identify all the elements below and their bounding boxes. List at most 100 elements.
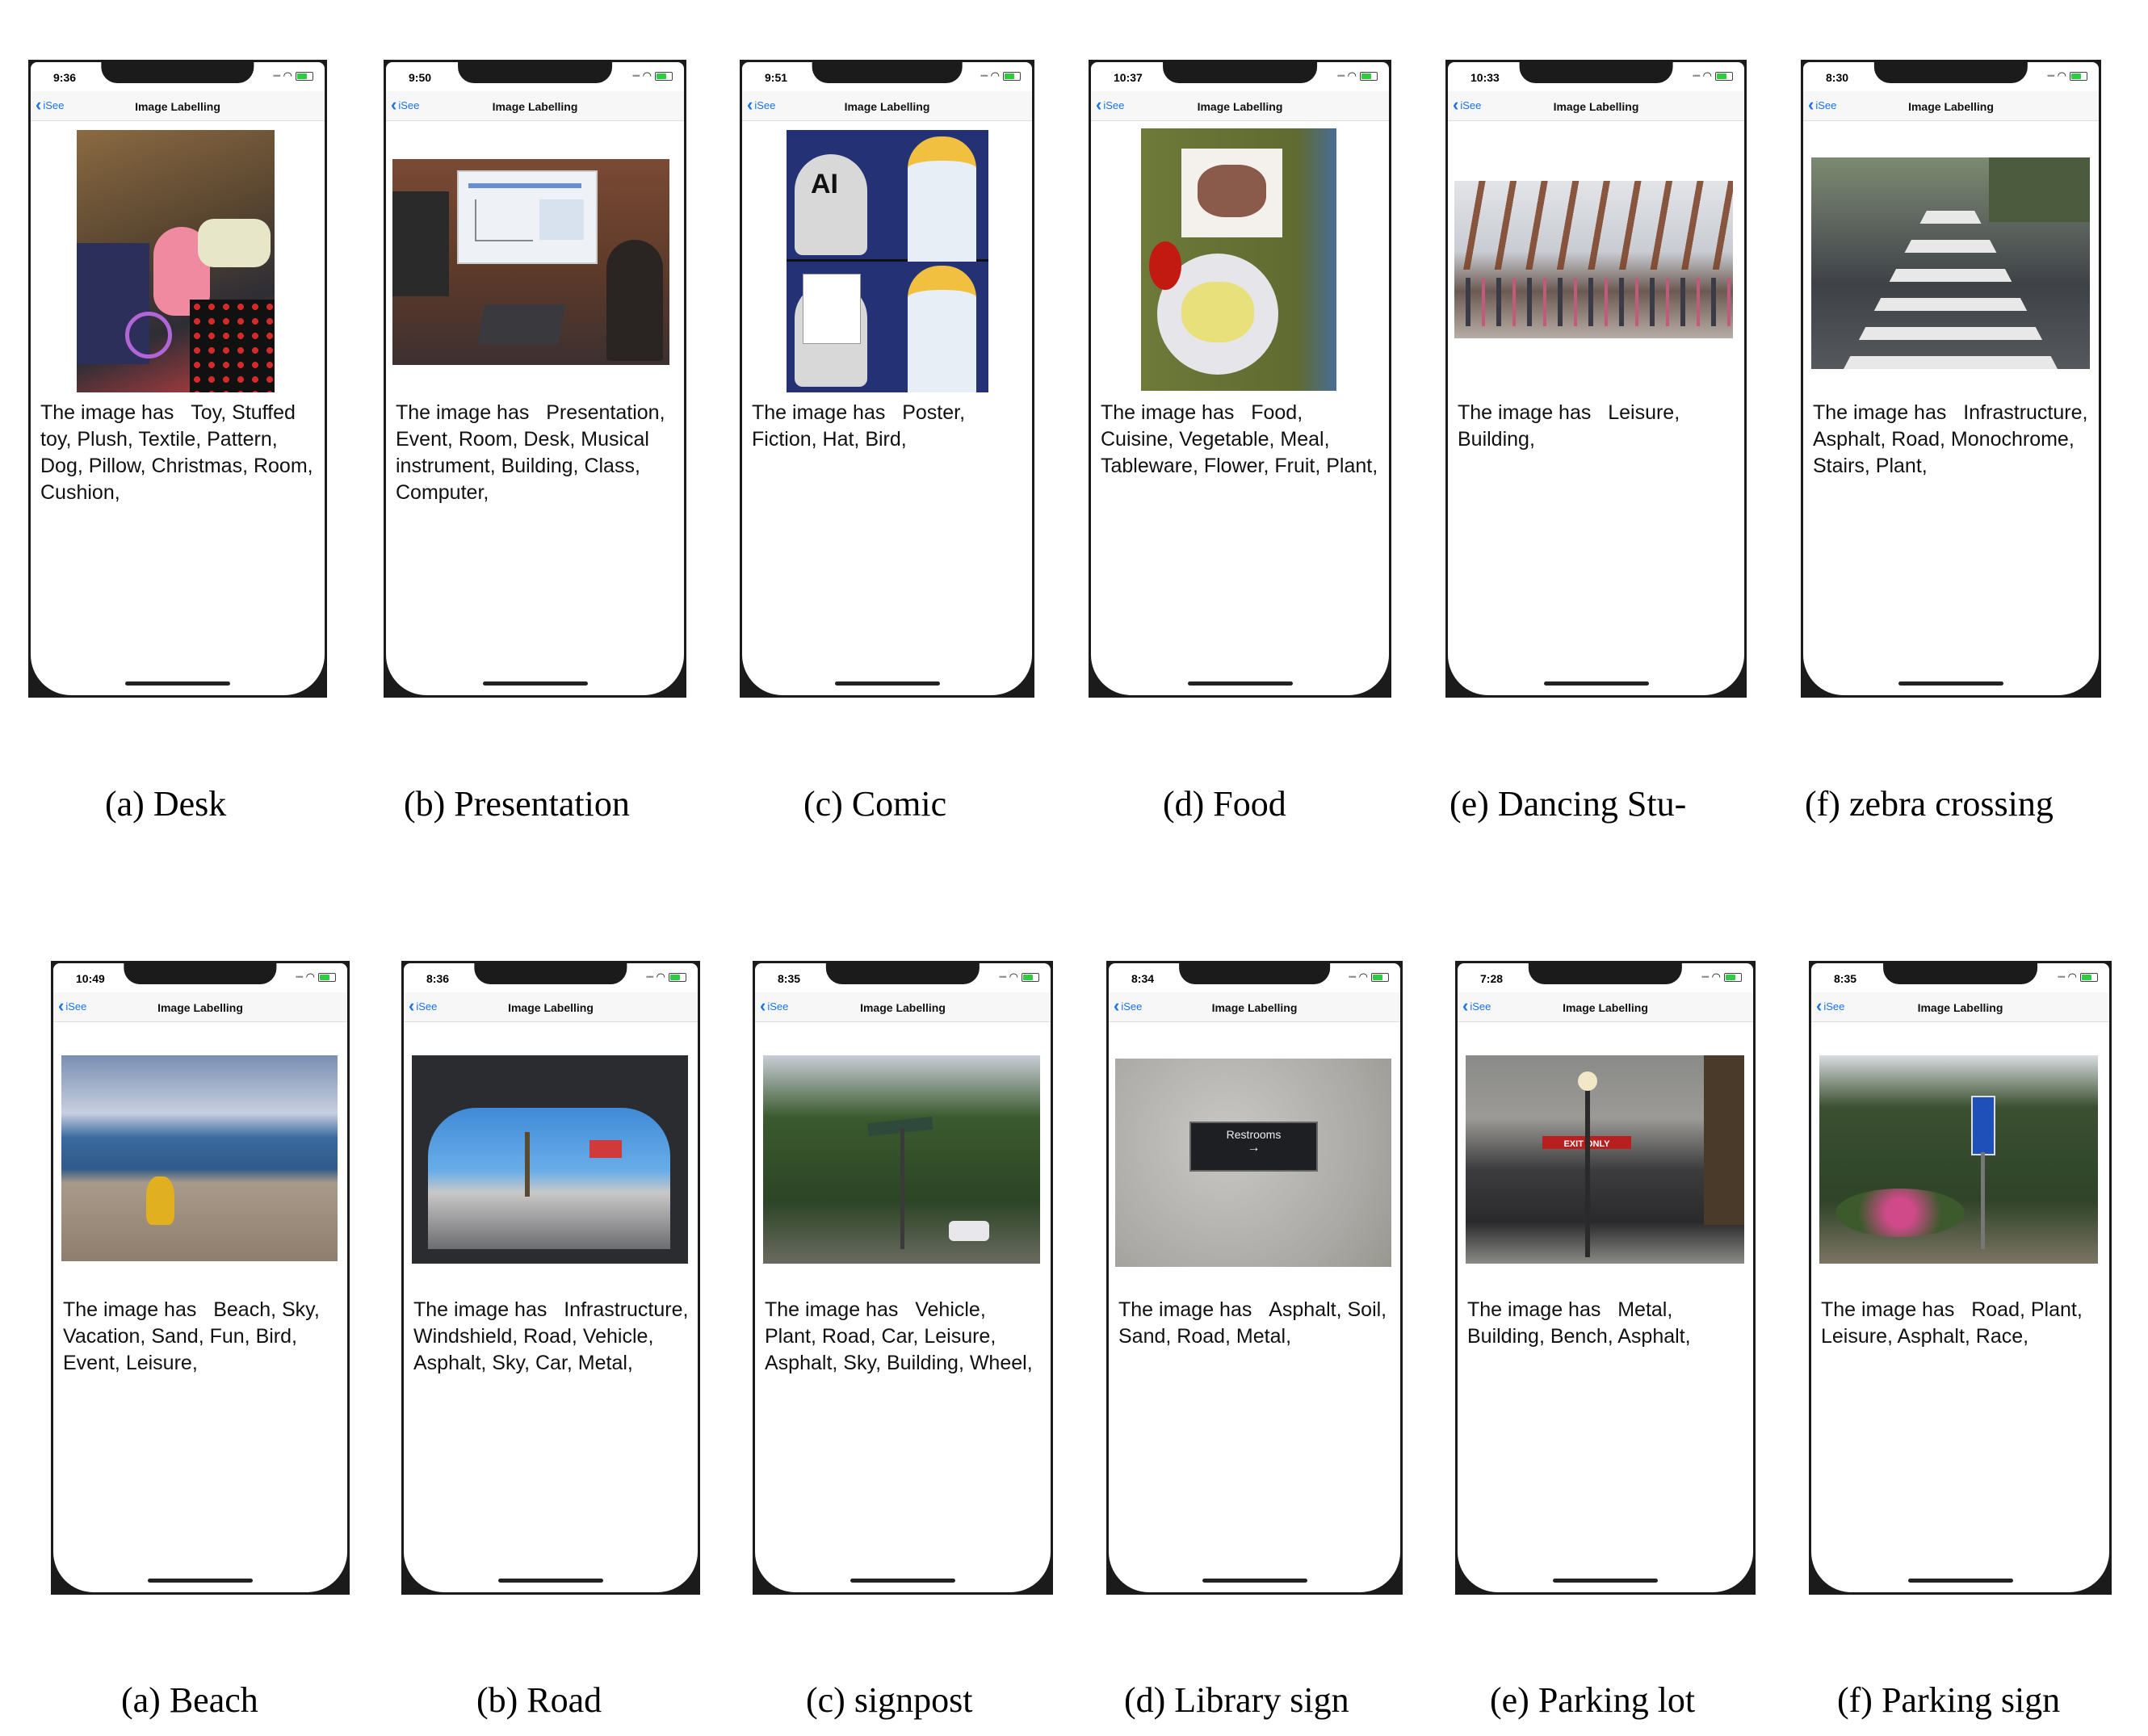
navigation-bar: ‹ iSee Image Labelling [742,91,1032,121]
phone-screen: 10:49 •••• ◠ ‹ iSee Image Labelling The im… [53,963,347,1592]
laptop [477,304,566,345]
back-button[interactable]: ‹ iSee [391,96,419,114]
back-button[interactable]: ‹ iSee [747,96,775,114]
comic-panel-bottom [787,262,988,392]
battery-icon [655,71,673,81]
signal-icon: •••• [1701,973,1710,981]
photo-parking-lot: EXIT ONLY [1466,1055,1744,1264]
flowchart-sheet [803,274,861,344]
phone-library-sign: 8:34 •••• ◠ ‹ iSee Image Labelling Restroo… [1106,961,1403,1595]
back-button[interactable]: ‹ iSee [1808,94,1837,115]
status-bar: 9:36 •••• ◠ [31,62,325,90]
panel-caption: (c) Comic [803,784,947,824]
phone-notch [124,963,277,984]
photo-desk [77,130,275,392]
back-button[interactable]: ‹ iSee [1114,996,1142,1016]
label-caption: The image has Infrastructure, Asphalt, R… [1813,400,2091,480]
back-button[interactable]: ‹ iSee [1096,96,1124,114]
chevron-left-icon: ‹ [1808,94,1814,115]
phone-dancing-studio: 10:33 •••• ◠ ‹ iSee Image Labelling The im… [1445,60,1747,698]
chevron-left-icon: ‹ [1114,996,1120,1016]
navigation-bar: ‹ iSee Image Labelling [386,91,684,121]
caption-prefix: The image has [396,401,530,424]
nav-title: Image Labelling [1563,1001,1648,1014]
navigation-bar: ‹ iSee Image Labelling [1448,91,1744,121]
dancers [1454,278,1733,326]
phone-screen: 9:50 •••• ◠ ‹ iSee Image Labelling The ima… [386,62,684,695]
battery-icon [1003,71,1021,81]
phone-food: 10:37 •••• ◠ ‹ iSee Image Labelling The im… [1089,60,1391,698]
navigation-bar: ‹ iSee Image Labelling [1091,91,1389,121]
phone-notch [1178,963,1331,984]
back-button[interactable]: ‹ iSee [36,96,64,114]
signal-icon: •••• [980,72,988,80]
wifi-icon: ◠ [1009,971,1018,983]
nav-title: Image Labelling [1197,100,1283,113]
status-bar: 7:28 •••• ◠ [1458,963,1753,991]
phone-comic: 9:51 •••• ◠ ‹ iSee Image Labelling AI The … [740,60,1034,698]
signal-icon: •••• [1693,72,1701,80]
home-indicator [498,1579,603,1583]
home-indicator [125,681,230,686]
home-indicator [1202,1579,1307,1583]
phone-screen: 7:28 •••• ◠ ‹ iSee Image Labelling EXIT ON… [1458,963,1753,1592]
photo-zebra-crossing [1811,157,2090,369]
label-caption: The image has Food, Cuisine, Vegetable, … [1101,400,1381,480]
caption-prefix: The image has [1813,401,1947,424]
battery-icon [1724,972,1742,982]
label-list: Metal, Building, Bench, Asphalt, [1467,1298,1691,1348]
panel-caption: (e) Dancing Stu- [1449,784,1687,824]
caption-prefix: The image has [1118,1298,1252,1321]
label-list: Road, Plant, Leisure, Asphalt, Race, [1821,1298,2083,1348]
wifi-icon: ◠ [1358,971,1368,983]
back-button[interactable]: ‹ iSee [760,997,789,1015]
home-indicator [1187,681,1293,686]
status-time: 7:28 [1480,972,1504,985]
photo-library-sign: Restrooms → [1115,1059,1391,1267]
back-button[interactable]: ‹ iSee [1462,997,1491,1015]
phone-notch [1519,62,1673,83]
nav-title: Image Labelling [157,1001,243,1014]
panel-caption: (b) Presentation [404,784,630,824]
student [606,240,663,361]
panel-caption: (f) Parking sign [1837,1680,2061,1720]
status-bar: 8:34 •••• ◠ [1109,963,1400,991]
signal-icon: •••• [999,973,1007,981]
nav-title: Image Labelling [508,1001,594,1014]
phone-desk: 9:36 •••• ◠ ‹ iSee Image Labelling The ima… [28,60,327,698]
sign-pole [900,1128,904,1249]
back-button[interactable]: ‹ iSee [409,997,437,1015]
chalkboard [392,191,449,296]
back-button[interactable]: ‹ iSee [1453,96,1481,114]
photo-road [412,1055,688,1264]
caption-prefix: The image has [40,401,174,424]
back-label: iSee [1823,1000,1845,1013]
caption-prefix: The image has [1821,1298,1955,1321]
status-bar: 8:35 •••• ◠ [755,963,1051,991]
back-button[interactable]: ‹ iSee [1816,997,1845,1015]
back-label: iSee [767,1000,789,1013]
caption-prefix: The image has [765,1298,899,1321]
caption-prefix: The image has [63,1298,197,1321]
square-plate [1181,149,1282,237]
phone-road: 8:36 •••• ◠ ‹ iSee Image Labelling The ima… [401,961,700,1595]
status-bar: 9:50 •••• ◠ [386,62,684,90]
nav-title: Image Labelling [1917,1001,2003,1014]
status-time: 8:30 [1826,71,1849,84]
redwood-tree [1704,1055,1744,1225]
label-caption: The image has Road, Plant, Leisure, Asph… [1821,1297,2101,1350]
signal-icon: •••• [2047,72,2055,80]
lamp-globe [1578,1071,1597,1091]
blue-parking-sign [1971,1096,1995,1155]
status-bar: 10:49 •••• ◠ [53,963,347,991]
navigation-bar: ‹ iSee Image Labelling [1811,992,2109,1022]
phone-screen: 9:51 •••• ◠ ‹ iSee Image Labelling AI The … [742,62,1032,695]
phone-screen: 9:36 •••• ◠ ‹ iSee Image Labelling The ima… [31,62,325,695]
label-caption: The image has Toy, Stuffed toy, Plush, T… [40,400,317,506]
road-sign [589,1140,622,1158]
back-label: iSee [1815,99,1837,111]
back-button[interactable]: ‹ iSee [58,997,86,1015]
nav-title: Image Labelling [1211,1001,1298,1014]
label-list: Infrastructure, Asphalt, Road, Monochrom… [1813,401,2088,477]
flower-bush [1835,1189,1965,1237]
